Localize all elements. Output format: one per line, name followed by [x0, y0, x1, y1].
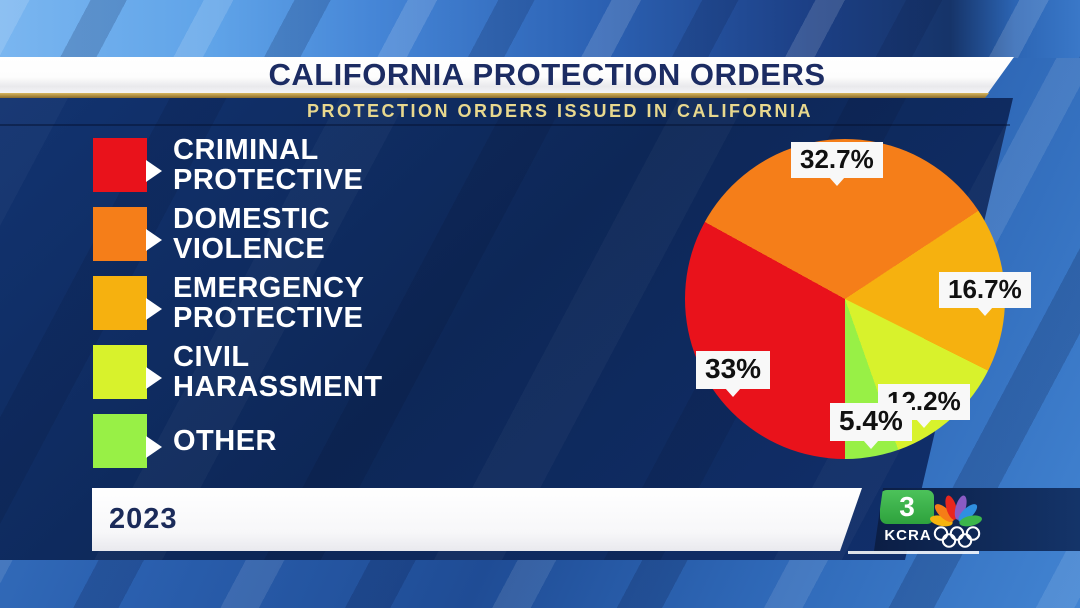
station-logo-strip: 3 KCRA [874, 488, 1080, 551]
logo-underline [848, 551, 979, 554]
year-bar: 2023 [92, 488, 862, 551]
background-pattern-top [0, 0, 1080, 58]
page-title: CALIFORNIA PROTECTION ORDERS [268, 57, 826, 92]
legend-swatch-emergency-protective [93, 276, 162, 330]
pie-label-criminal-protective: 33% [696, 351, 771, 397]
nbc-peacock-icon [930, 495, 982, 527]
title-banner: CALIFORNIA PROTECTION ORDERS [0, 57, 1014, 93]
year-label: 2023 [109, 503, 178, 535]
subtitle-bar: PROTECTION ORDERS ISSUED IN CALIFORNIA [0, 98, 1010, 126]
legend-swatch-domestic-violence [93, 207, 162, 261]
legend-label: OTHER [173, 425, 277, 457]
pie-label-domestic-violence: 32.7% [791, 142, 883, 186]
legend-swatch-other [93, 414, 162, 468]
kcra-channel-3-badge: 3 [880, 490, 934, 524]
legend-swatch-criminal-protective [93, 138, 162, 192]
legend-item-emergency-protective: EMERGENCY PROTECTIVE [93, 272, 383, 334]
legend-label: DOMESTIC VIOLENCE [173, 203, 331, 265]
legend-label: CIVIL HARASSMENT [173, 341, 383, 403]
gold-divider [0, 93, 989, 98]
pie-label-other: 5.4% [830, 403, 912, 449]
pie-label-emergency-protective: 16.7% [939, 272, 1031, 316]
legend-item-criminal-protective: CRIMINAL PROTECTIVE [93, 134, 383, 196]
legend-swatch-civil-harassment [93, 345, 162, 399]
legend-item-other: OTHER [93, 414, 383, 468]
legend-label: EMERGENCY PROTECTIVE [173, 272, 365, 334]
kcra-wordmark: KCRA [884, 527, 932, 544]
olympic-rings-icon [933, 526, 981, 548]
legend-label: CRIMINAL PROTECTIVE [173, 134, 364, 196]
legend-item-civil-harassment: CIVIL HARASSMENT [93, 341, 383, 403]
page-subtitle: PROTECTION ORDERS ISSUED IN CALIFORNIA [306, 101, 814, 121]
legend-item-domestic-violence: DOMESTIC VIOLENCE [93, 203, 383, 265]
pie-legend: CRIMINAL PROTECTIVE DOMESTIC VIOLENCE EM… [93, 134, 383, 483]
